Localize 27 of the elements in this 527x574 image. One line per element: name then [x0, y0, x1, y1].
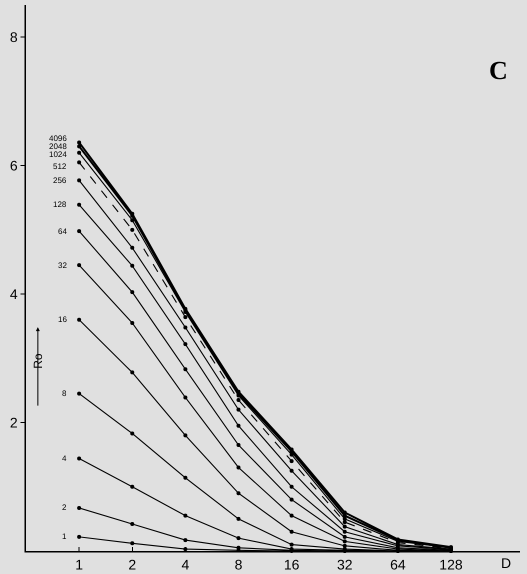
x-tick-label: 64	[390, 556, 406, 572]
series-label: 1	[62, 532, 67, 541]
x-tick-label: 1	[75, 556, 84, 572]
x-tick-label: 16	[284, 556, 300, 572]
x-axis-title: D	[501, 555, 512, 571]
series-label: 4096	[49, 134, 68, 143]
x-tick-label: 128	[439, 556, 463, 572]
y-tick-label: 2	[10, 414, 18, 430]
y-tick-label: 6	[10, 157, 18, 174]
series-label: 2048	[49, 142, 68, 151]
annotation: C	[489, 56, 508, 85]
series-label: 512	[53, 162, 67, 171]
x-tick-label: 2	[128, 556, 136, 572]
series-label: 128	[53, 200, 67, 209]
series-label: 8	[62, 389, 67, 398]
x-tick-label: 32	[336, 556, 353, 572]
x-tick-label: 8	[234, 556, 243, 572]
series-label: 4	[62, 454, 67, 463]
x-tick-label: 4	[181, 556, 190, 572]
y-tick-label: 4	[10, 286, 18, 302]
y-tick-label: 8	[10, 29, 18, 46]
series-label: 2	[62, 503, 67, 512]
series-label: 256	[53, 176, 67, 185]
series-label: 1024	[49, 150, 68, 159]
series-label: 64	[58, 227, 68, 236]
series-label: 16	[58, 315, 68, 324]
series-label: 32	[58, 261, 68, 270]
